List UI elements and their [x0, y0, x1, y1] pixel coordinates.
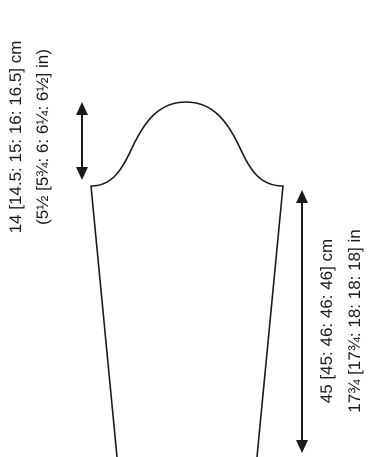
sleeve-length-cm-text: 45 [45: 46: 46: 46] cm — [317, 238, 336, 404]
sleeve-outline — [90, 101, 284, 457]
cap-height-arrow — [76, 102, 88, 180]
cap-height-cm-text: 14 [14.5: 15: 16: 16.5] cm — [6, 40, 25, 234]
sleeve-length-in-text: 17¾ [17¾: 18: 18: 18] in — [345, 229, 364, 413]
sleeve-length-arrow — [296, 190, 308, 453]
cap-height-in-text: (5½ [5¾: 6: 6¼: 6½] in) — [33, 49, 52, 225]
